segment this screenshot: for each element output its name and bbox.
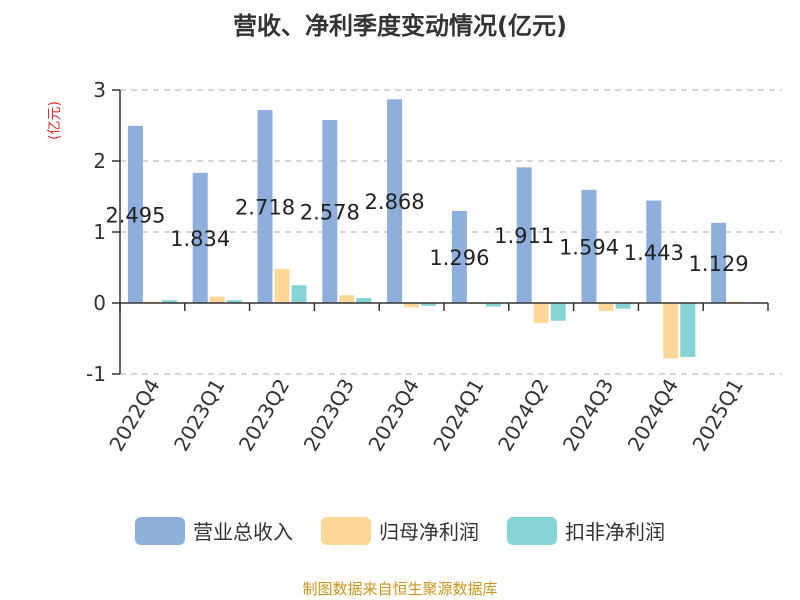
bar-revenue	[322, 119, 338, 303]
legend-label-revenue: 营业总收入	[193, 520, 293, 544]
legend-label-net-profit: 归母净利润	[379, 520, 479, 544]
bar-deducted-profit	[615, 303, 631, 309]
x-tick-label: 2024Q2	[493, 375, 553, 456]
bar-deducted-profit	[550, 303, 566, 321]
data-label: 2.718	[235, 196, 295, 220]
chart-title: 营收、净利季度变动情况(亿元)	[233, 12, 567, 40]
bar-deducted-profit	[485, 303, 501, 307]
legend-swatch-net-profit	[321, 516, 371, 545]
bar-deducted-profit	[421, 303, 437, 306]
bar-revenue	[711, 222, 727, 303]
bar-revenue	[451, 210, 467, 303]
bar-deducted-profit	[226, 300, 242, 303]
legend: 营业总收入 归母净利润 扣非净利润	[0, 516, 800, 545]
x-tick-label: 2024Q1	[428, 375, 488, 456]
data-label: 2.495	[105, 203, 165, 227]
bar-net-profit	[404, 303, 420, 308]
y-tick-label: -1	[86, 362, 106, 386]
bar-net-profit	[598, 303, 614, 311]
x-tick-label: 2023Q2	[234, 375, 294, 456]
bar-deducted-profit	[161, 300, 177, 303]
legend-label-deducted-profit: 扣非净利润	[565, 520, 665, 544]
bar-revenue	[646, 200, 662, 303]
data-label: 1.443	[624, 241, 684, 265]
data-label: 2.868	[365, 190, 425, 214]
bar-deducted-profit	[356, 298, 372, 303]
source-note: 制图数据来自恒生聚源数据库	[302, 580, 498, 598]
data-label: 1.594	[559, 235, 619, 259]
data-label: 2.578	[300, 200, 360, 224]
legend-swatch-revenue	[135, 516, 185, 545]
x-tick-label: 2023Q4	[363, 375, 423, 456]
legend-item-net-profit[interactable]: 归母净利润	[321, 516, 479, 545]
x-tick-label: 2023Q1	[169, 375, 229, 456]
bar-net-profit	[274, 268, 290, 303]
y-tick-label: 0	[93, 291, 106, 315]
legend-swatch-deducted-profit	[507, 516, 557, 545]
bar-revenue	[387, 99, 403, 303]
data-label: 1.129	[689, 252, 749, 276]
bar-net-profit	[209, 296, 225, 303]
data-label: 1.911	[494, 224, 554, 248]
bar-revenue	[257, 110, 273, 303]
legend-item-revenue[interactable]: 营业总收入	[135, 516, 293, 545]
data-label: 1.296	[429, 246, 489, 270]
bar-deducted-profit	[680, 303, 696, 357]
bar-net-profit	[663, 303, 679, 359]
bar-revenue	[581, 189, 597, 303]
x-tick-label: 2024Q3	[558, 375, 618, 456]
data-label: 1.834	[170, 227, 230, 251]
x-tick-label: 2024Q4	[623, 375, 683, 456]
x-tick-label: 2022Q4	[104, 375, 164, 456]
y-tick-label: 2	[93, 149, 106, 173]
x-tick-label: 2025Q1	[687, 375, 747, 456]
bar-revenue	[516, 167, 532, 303]
bar-deducted-profit	[291, 285, 307, 303]
bar-revenue	[192, 172, 208, 303]
legend-item-deducted-profit[interactable]: 扣非净利润	[507, 516, 665, 545]
y-tick-label: 3	[93, 78, 106, 102]
bar-net-profit	[339, 295, 355, 303]
y-tick-label: 1	[93, 220, 106, 244]
bar-revenue	[127, 125, 143, 303]
x-tick-label: 2023Q3	[299, 375, 359, 456]
bar-net-profit	[533, 303, 549, 323]
